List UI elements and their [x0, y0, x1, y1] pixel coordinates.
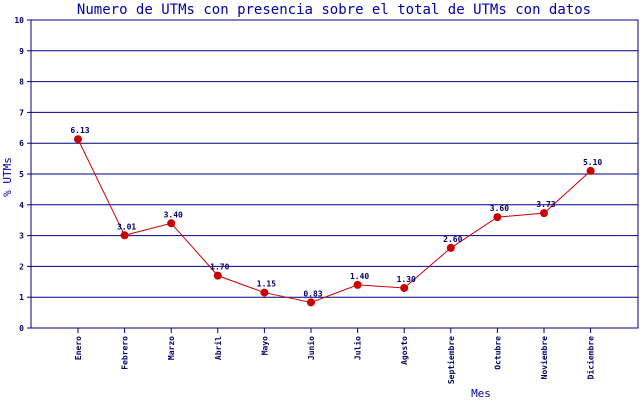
- y-tick-label: 4: [19, 201, 24, 210]
- data-point: [540, 209, 548, 218]
- y-tick-label: 1: [19, 293, 24, 302]
- y-tick-label: 9: [19, 47, 24, 56]
- data-label: 6.13: [70, 126, 89, 135]
- y-tick-label: 2: [19, 262, 24, 271]
- x-tick-label: Febrero: [121, 336, 130, 370]
- y-tick-label: 5: [19, 170, 24, 179]
- y-tick-label: 10: [14, 16, 24, 25]
- data-point: [74, 135, 82, 144]
- data-label: 0.83: [303, 289, 322, 298]
- data-point: [120, 231, 129, 240]
- x-tick-label: Enero: [74, 336, 83, 360]
- data-points: [74, 135, 595, 307]
- y-tick-label: 8: [19, 78, 24, 87]
- data-point: [353, 280, 362, 289]
- x-tick-label: Mayo: [260, 336, 269, 355]
- data-point: [400, 283, 409, 292]
- data-label: 3.40: [164, 210, 183, 219]
- x-axis-label: Mes: [471, 387, 491, 400]
- data-label: 2.60: [443, 235, 462, 244]
- x-tick-label: Marzo: [167, 336, 176, 360]
- x-tick-label: Septiembre: [446, 336, 456, 384]
- chart-title: Numero de UTMs con presencia sobre el to…: [77, 2, 591, 18]
- grid: [27, 19, 638, 329]
- x-tick-label: Junio: [306, 336, 316, 360]
- y-axis-label: % UTMs: [1, 157, 14, 197]
- y-tick-label: 7: [19, 108, 24, 117]
- y-tick-label: 6: [19, 139, 24, 148]
- data-point: [446, 243, 455, 252]
- data-point: [307, 298, 315, 307]
- x-tick-label: Julio: [353, 336, 363, 360]
- data-label: 3.73: [536, 200, 555, 209]
- data-label: 1.40: [350, 272, 369, 281]
- x-tick-label: Noviembre: [539, 336, 549, 380]
- data-label: 1.30: [397, 275, 416, 284]
- data-label: 5.10: [583, 158, 602, 167]
- data-point: [260, 288, 269, 297]
- data-point: [586, 166, 595, 175]
- y-tick-labels: 0 1 2 3 4 5 6 7 8 9 10: [14, 16, 24, 333]
- data-label: 1.70: [210, 263, 229, 272]
- x-tick-label: Agosto: [400, 336, 409, 365]
- series-line-group: [77, 138, 591, 303]
- data-label: 3.60: [490, 204, 509, 213]
- x-tick-label: Diciembre: [586, 336, 596, 380]
- y-tick-label: 0: [19, 324, 24, 333]
- series-line: [77, 138, 591, 303]
- data-point: [493, 213, 502, 222]
- data-label: 1.15: [257, 280, 276, 289]
- data-point: [213, 271, 222, 280]
- x-tick-labels: Enero Febrero Marzo Abril Mayo Junio Julio Agos…: [74, 328, 596, 384]
- y-tick-label: 3: [19, 232, 24, 241]
- plot-frame: [30, 19, 639, 329]
- data-point: [167, 219, 176, 228]
- data-label: 3.01: [117, 222, 136, 231]
- data-labels: 6.13 3.01 3.40 1.70 1.15 0.83 1.40 1.30 2.60 3.60…: [70, 126, 602, 298]
- x-tick-label: Octubre: [493, 336, 502, 370]
- x-tick-label: Abril: [213, 336, 223, 360]
